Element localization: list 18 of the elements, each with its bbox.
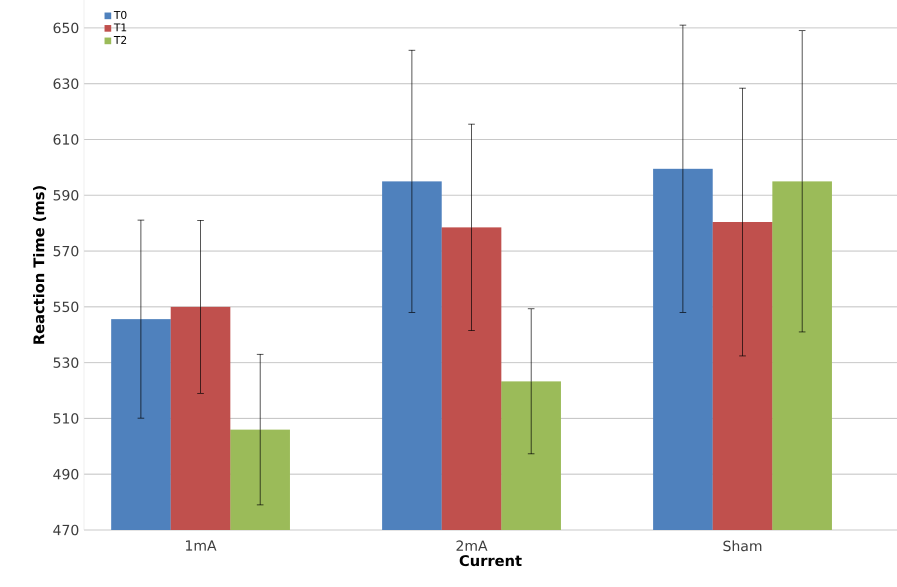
y-tick-label: 530: [54, 357, 78, 368]
x-axis-title: Current: [460, 555, 522, 566]
y-tick-label: 590: [54, 190, 78, 201]
x-tick-label: Sham: [723, 540, 762, 552]
y-tick-label: 570: [54, 246, 78, 256]
legend-label: T1: [114, 23, 126, 32]
y-tick-label: 550: [54, 302, 78, 312]
y-tick-label: 470: [53, 524, 78, 536]
y-tick-label: 630: [54, 78, 78, 89]
x-tick-label: 1mA: [186, 540, 216, 551]
y-tick-label: 510: [54, 413, 78, 424]
legend-label: T2: [114, 36, 126, 44]
y-tick-label: 610: [54, 134, 78, 145]
legend-label: T0: [114, 10, 126, 19]
y-tick-label: 490: [53, 468, 78, 480]
y-axis-title: Reaction Time (ms): [33, 186, 46, 344]
x-tick-label: 2mA: [456, 540, 488, 551]
y-tick-label: 650: [54, 22, 78, 34]
